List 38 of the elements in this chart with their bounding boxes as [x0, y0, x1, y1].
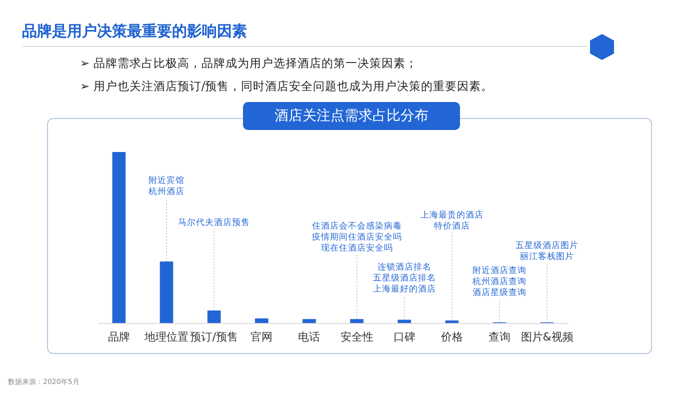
annotation: 五星级酒店排名 — [372, 272, 436, 284]
annotation: 现在住酒店安全吗 — [320, 242, 393, 254]
chart-title: 品牌是用户决策最重要的影响因素 — [22, 22, 247, 41]
chart-subtitle: 酒店关注点需求占比分布 — [243, 102, 460, 130]
annotation: 特价酒店 — [434, 220, 470, 232]
annotation: 丽江客栈图片 — [520, 251, 574, 262]
annotation: 上海最好的酒店 — [372, 284, 436, 295]
bar — [350, 319, 364, 323]
annotation: 五星级酒店图片 — [516, 240, 579, 252]
annotation: 住酒店会不会感染病毒 — [312, 220, 402, 232]
x-tick-label: 价格 — [440, 330, 463, 344]
annotation: 马尔代夫酒店预售 — [178, 216, 250, 228]
x-tick-label: 电话 — [298, 330, 320, 344]
x-tick-label: 口碑 — [393, 330, 416, 344]
x-tick-label: 图片&视频 — [520, 330, 574, 344]
bar — [112, 152, 126, 323]
annotation: 上海最贵的酒店 — [420, 209, 484, 220]
annotation: 连锁酒店排名 — [377, 262, 432, 273]
annotation: 附近宾馆 — [148, 175, 184, 186]
bar — [207, 310, 221, 323]
annotation: 酒店星级查询 — [472, 287, 526, 298]
annotation: 杭州酒店 — [148, 186, 184, 198]
text: ➢ 品牌需求占比极高，品牌成为用户选择酒店的第一决策因素； — [80, 55, 418, 72]
x-tick-label: 官网 — [250, 330, 273, 344]
x-tick-label: 品牌 — [108, 330, 130, 344]
annotation: 杭州酒店查询 — [472, 276, 526, 288]
bar — [398, 320, 412, 323]
bar — [160, 261, 174, 323]
x-tick-label: 地理位置 — [144, 330, 188, 344]
annotation: 疫情期间住酒店安全吗 — [312, 232, 402, 243]
x-tick-label: 预订/预售 — [190, 330, 238, 344]
annotation: 附近酒店查询 — [472, 265, 526, 276]
bar — [445, 320, 459, 323]
bar — [254, 318, 268, 323]
bar — [302, 319, 316, 323]
x-tick-label: 查询 — [488, 330, 510, 344]
x-tick-label: 安全性 — [340, 330, 374, 344]
text: ➢ 用户也关注酒店预订/预售，同时酒店安全问题也成为用户决策的重要因素。 — [80, 78, 494, 95]
